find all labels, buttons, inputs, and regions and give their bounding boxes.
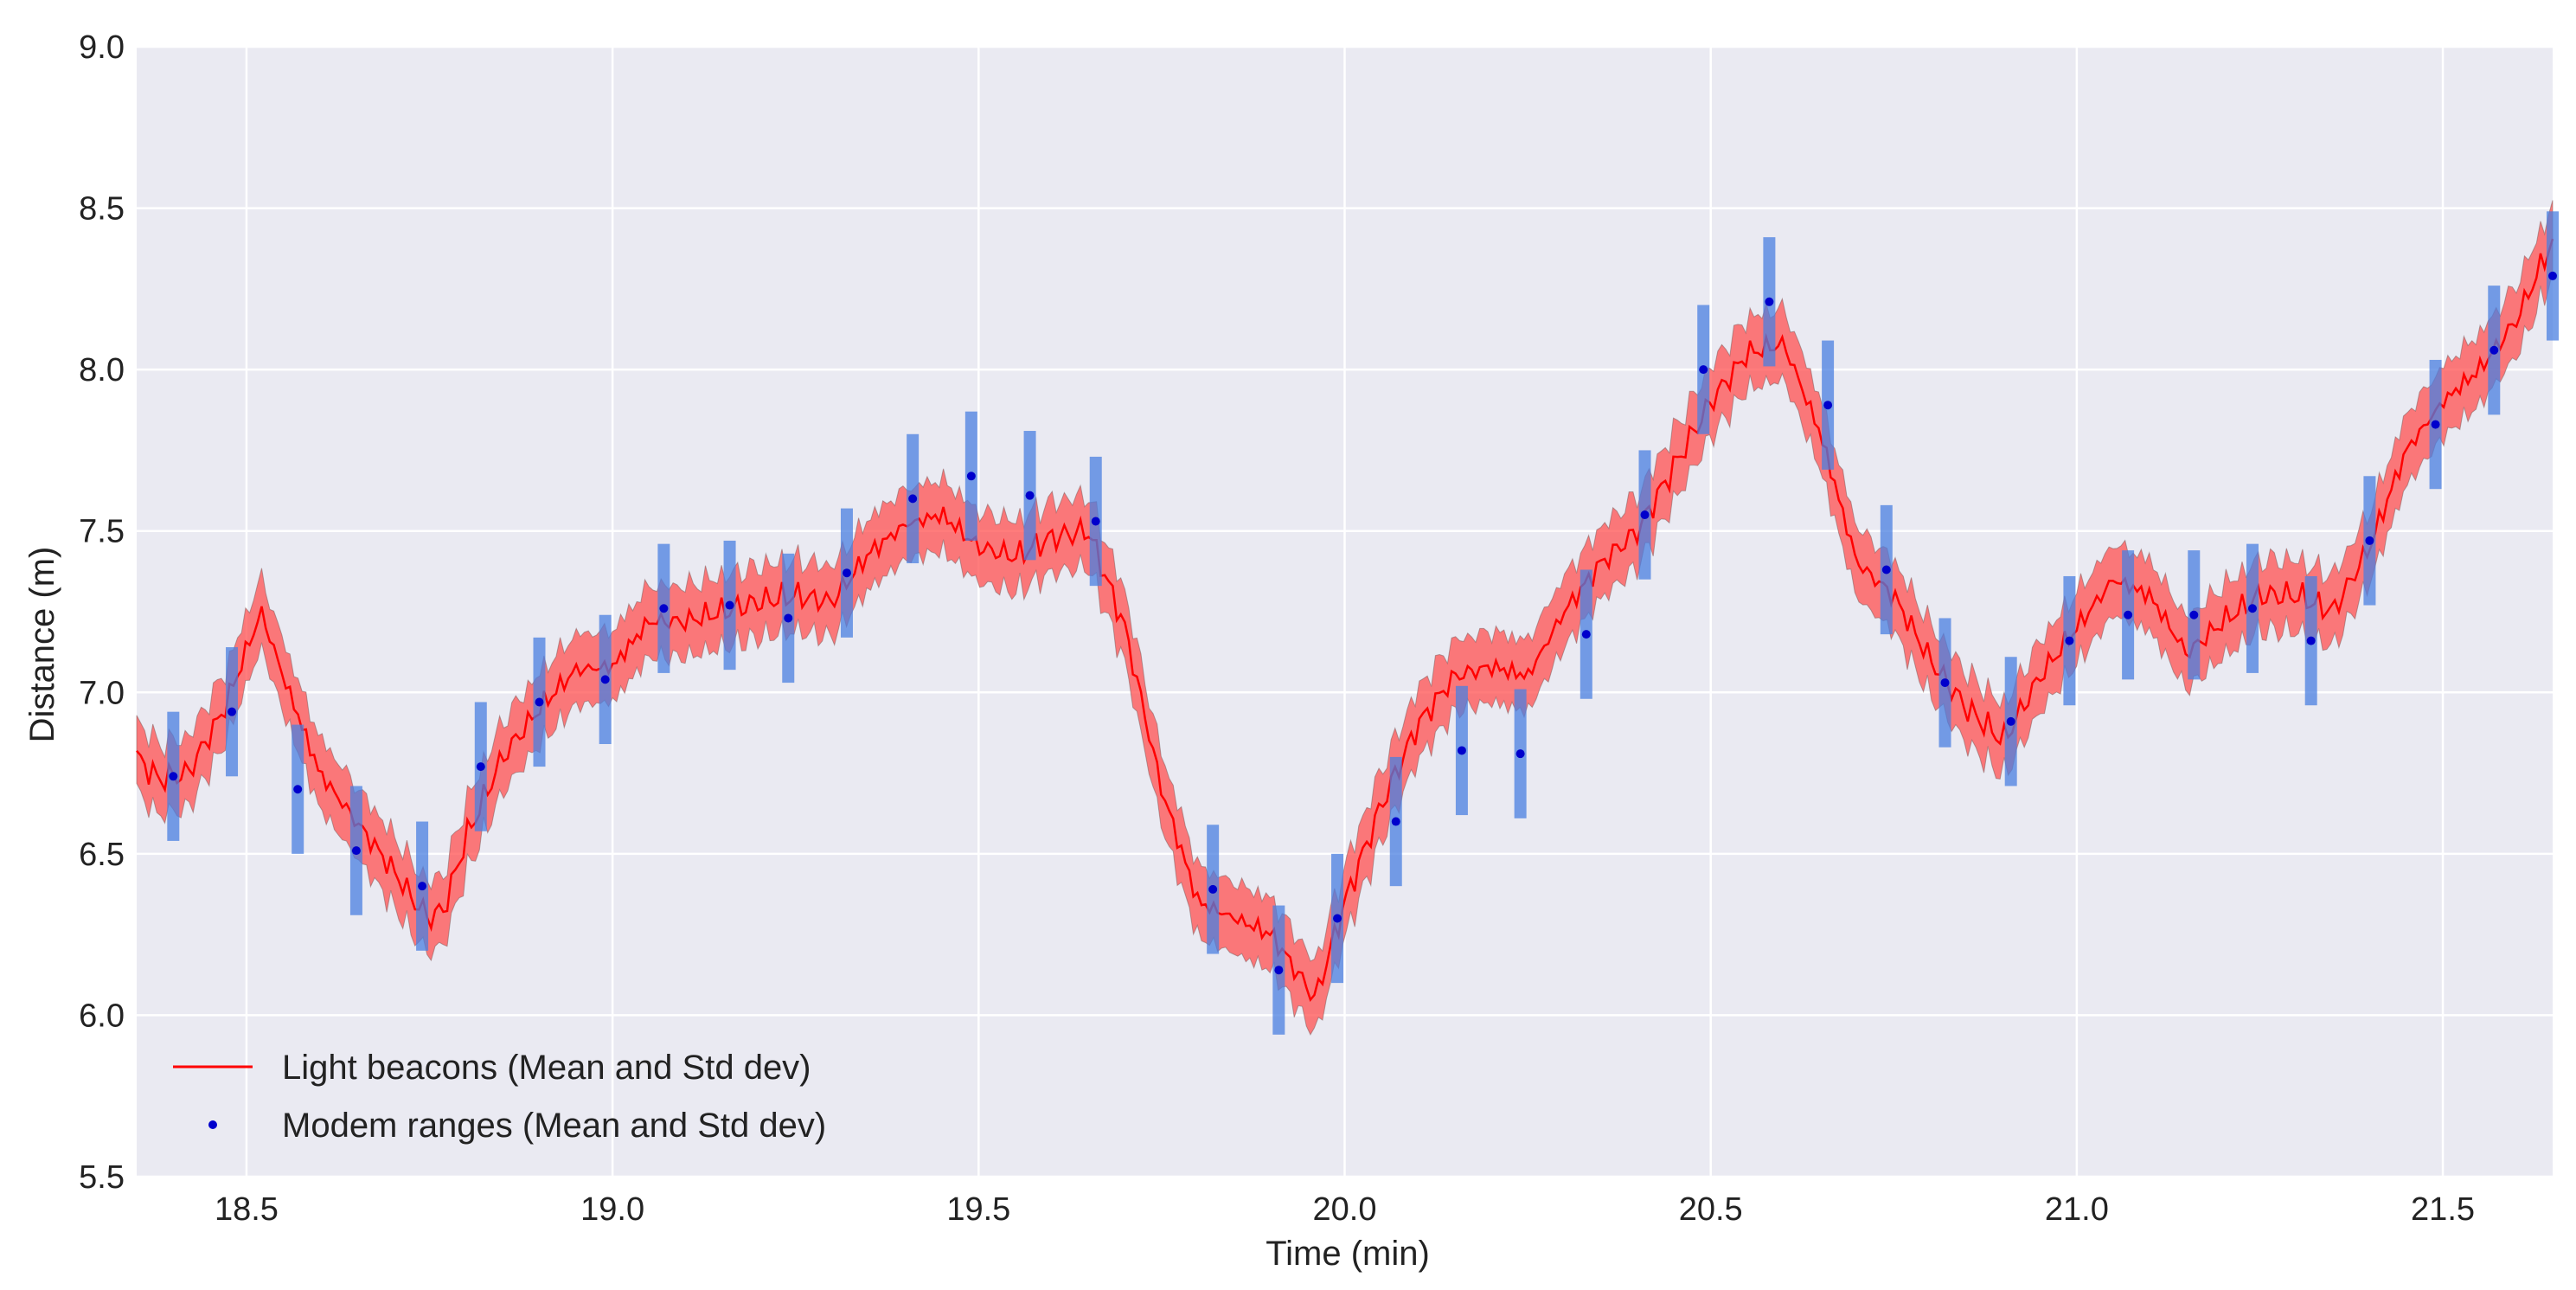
y-tick-label: 7.0 [79, 675, 125, 711]
modem-range-point [1091, 517, 1100, 526]
x-tick-label: 19.0 [580, 1191, 644, 1228]
legend-label-light-beacons: Light beacons (Mean and Std dev) [282, 1049, 811, 1087]
grid [137, 45, 2553, 1178]
modem-range-point [908, 494, 918, 504]
point-layer [169, 271, 2557, 975]
modem-range-point [725, 600, 734, 610]
modem-range-point [966, 472, 976, 481]
modem-range-point [1581, 630, 1591, 639]
y-tick-label: 8.5 [79, 191, 125, 228]
y-tick-label: 5.5 [79, 1159, 125, 1196]
x-tick-label: 20.0 [1313, 1191, 1377, 1228]
modem-range-point [1025, 491, 1035, 500]
modem-range-point [659, 604, 669, 613]
x-tick-label: 20.5 [1679, 1191, 1743, 1228]
modem-range-point [2365, 536, 2374, 545]
x-tick-label: 18.5 [215, 1191, 279, 1228]
x-tick-label: 21.0 [2045, 1191, 2109, 1228]
modem-range-point [2548, 271, 2557, 280]
modem-range-point [1515, 749, 1525, 759]
modem-range-point [600, 675, 610, 684]
modem-range-point [842, 568, 851, 578]
x-axis-label: Time (min) [1266, 1235, 1430, 1273]
modem-range-point [1881, 565, 1891, 574]
modem-range-point [2431, 420, 2440, 429]
x-axis-ticks: 18.5 19.0 19.5 20.0 20.5 21.0 21.5 [215, 1191, 2475, 1228]
legend: Light beacons (Mean and Std dev) Modem r… [173, 1049, 826, 1145]
legend-point-swatch [208, 1120, 217, 1129]
modem-range-point [2306, 636, 2316, 645]
modem-range-point [1274, 966, 1284, 975]
modem-range-point [1208, 884, 1218, 894]
modem-range-point [1823, 401, 1833, 410]
modem-range-point [1391, 817, 1400, 826]
legend-label-modem-ranges: Modem ranges (Mean and Std dev) [282, 1107, 826, 1145]
modem-range-point [293, 785, 303, 794]
y-tick-label: 8.0 [79, 352, 125, 388]
modem-range-point [1940, 678, 1950, 688]
modem-range-point [2489, 345, 2499, 355]
modem-range-point [535, 697, 544, 707]
y-axis-ticks: 5.5 6.0 6.5 7.0 7.5 8.0 8.5 9.0 [79, 29, 125, 1196]
y-tick-label: 6.0 [79, 998, 125, 1034]
y-tick-label: 9.0 [79, 29, 125, 66]
modem-range-point [1457, 746, 1466, 755]
modem-range-point [2065, 636, 2074, 645]
modem-range-point [169, 772, 178, 781]
modem-range-point [2006, 716, 2015, 726]
modem-range-point [1333, 914, 1342, 923]
modem-range-point [227, 707, 237, 716]
y-axis-label: Distance (m) [23, 547, 61, 743]
modem-range-point [2247, 604, 2257, 613]
x-tick-label: 21.5 [2411, 1191, 2475, 1228]
x-tick-label: 19.5 [946, 1191, 1010, 1228]
modem-range-point [2124, 610, 2133, 619]
modem-range-point [784, 613, 793, 623]
y-tick-label: 6.5 [79, 837, 125, 873]
y-tick-label: 7.5 [79, 514, 125, 550]
modem-range-point [351, 846, 361, 856]
modem-range-point [1699, 365, 1708, 375]
modem-range-point [418, 882, 427, 891]
modem-range-point [1765, 297, 1774, 306]
modem-range-point [1640, 510, 1650, 520]
modem-range-point [2189, 610, 2199, 619]
modem-range-point [476, 762, 485, 772]
